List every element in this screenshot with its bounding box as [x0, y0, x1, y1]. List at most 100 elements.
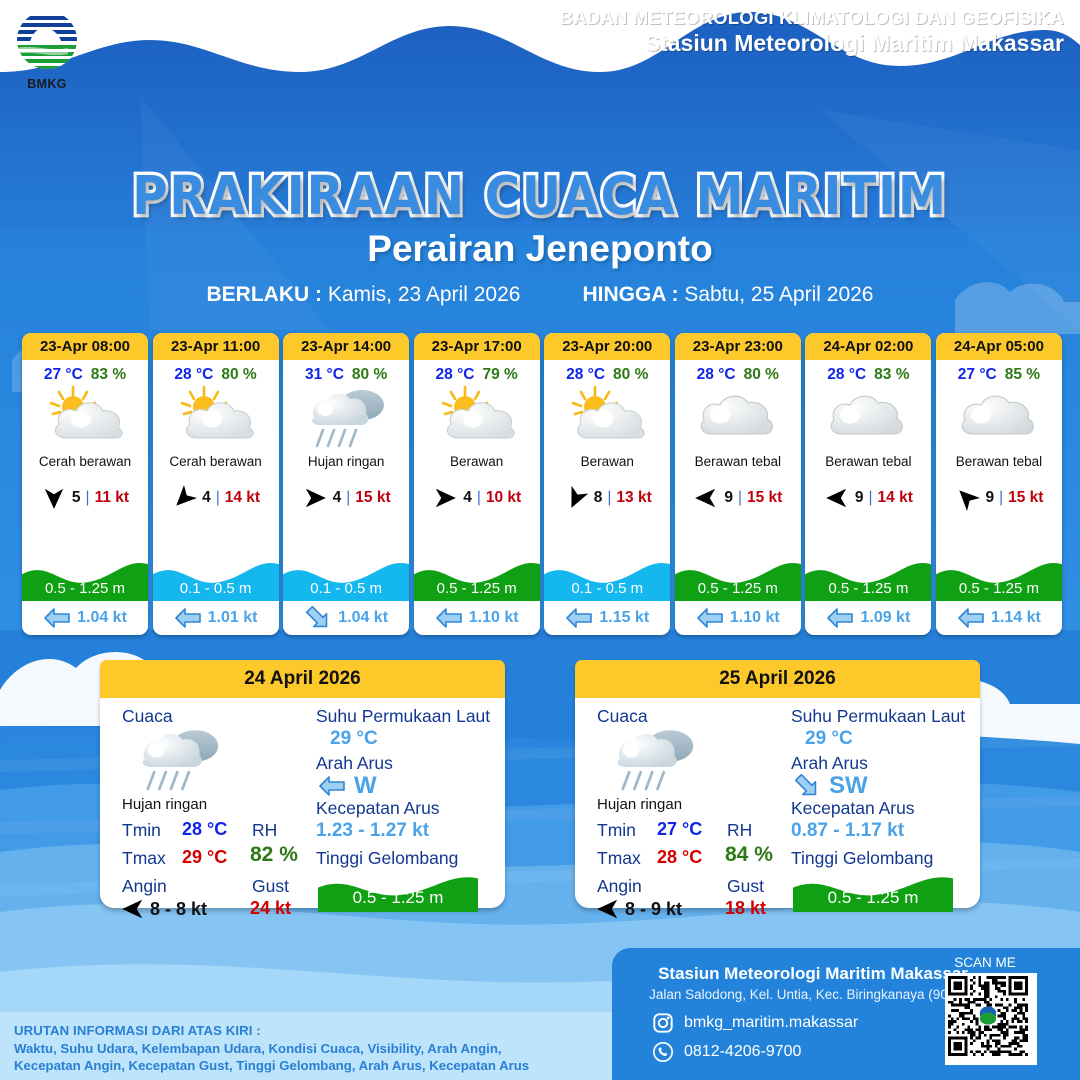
- agency-name: BADAN METEOROLOGI KLIMATOLOGI DAN GEOFIS…: [559, 7, 1064, 28]
- sun-cloud-icon: [571, 386, 646, 439]
- card-wave-height: 0.5 - 1.25 m: [935, 555, 1062, 601]
- wave-height-graphic: [674, 562, 801, 601]
- valid-to-value: Sabtu, 25 April 2026: [684, 283, 874, 306]
- daily-wave-graphic: 0.5 - 1.25 m: [793, 870, 953, 912]
- card-wave-value: 0.1 - 0.5 m: [310, 580, 382, 597]
- card-visibility: 4: [202, 489, 211, 506]
- card-wind-speed: 14 kt: [877, 489, 913, 506]
- card-temp-rh-row: 28 °C 79 %: [414, 360, 540, 386]
- card-wind-speed: 15 kt: [355, 489, 391, 506]
- daily-gust-label: Gust: [252, 876, 289, 896]
- sun-cloud-icon: [180, 386, 254, 439]
- daily-cuaca-label: Cuaca: [122, 706, 173, 726]
- card-wave-value: 0.5 - 1.25 m: [958, 580, 1039, 597]
- wave-height-graphic: [318, 877, 478, 912]
- card-weather-condition: Berawan tebal: [694, 454, 781, 469]
- daily-current-dir-row: SW: [793, 772, 868, 800]
- card-wind-speed: 15 kt: [1008, 489, 1044, 506]
- card-current-speed: 1.10 kt: [468, 609, 519, 626]
- bmkg-logo-caption: BMKG: [27, 77, 67, 91]
- wave-height-graphic: [793, 877, 953, 912]
- legend-line-1: URUTAN INFORMASI DARI ATAS KIRI :: [14, 1023, 261, 1038]
- card-current-row: 1.04 kt: [22, 601, 148, 635]
- daily-weather-icon: [605, 726, 702, 800]
- card-temp-rh-row: 27 °C 85 %: [936, 360, 1062, 386]
- sun-cloud-icon: [49, 386, 123, 439]
- wave-height-graphic: [152, 562, 279, 601]
- card-weather-icon: [544, 386, 670, 452]
- card-wave-value: 0.5 - 1.25 m: [44, 580, 126, 597]
- instagram-row[interactable]: bmkg_maritim.makassar: [652, 1012, 858, 1034]
- daily-sst-label: Suhu Permukaan Laut: [791, 706, 966, 726]
- header-text: BADAN METEOROLOGI KLIMATOLOGI DAN GEOFIS…: [559, 7, 1064, 56]
- wind-direction-arrow-right-icon: [305, 488, 326, 508]
- card-visibility: 9: [985, 489, 995, 506]
- card-time-header: 23-Apr 08:00: [22, 333, 148, 360]
- footer-address: Jalan Salodong, Kel. Untia, Kec. Biringk…: [649, 987, 975, 1002]
- wave-height-graphic: [22, 562, 148, 601]
- card-humidity: 80 %: [613, 366, 649, 383]
- current-direction-arrow-left-icon: [435, 608, 462, 628]
- daily-current-dir-label: Arah Arus: [791, 753, 868, 773]
- card-wind-speed: 11 kt: [94, 489, 130, 506]
- card-visibility: 8: [593, 489, 603, 506]
- card-wind-row: 4 | 15 kt: [283, 476, 409, 520]
- rain-icon: [142, 730, 219, 791]
- card-wave-height: 0.5 - 1.25 m: [22, 555, 148, 601]
- daily-rh-value: 84 %: [725, 843, 773, 866]
- daily-tmax-value: 28 °C: [657, 847, 703, 867]
- cloud-icon: [831, 395, 904, 435]
- hourly-forecast-card: 23-Apr 17:00 28 °C 79 % Berawan 4 | 10 k…: [413, 333, 540, 635]
- wind-direction-arrow-left-icon: [826, 488, 847, 508]
- card-weather-icon: [805, 386, 931, 452]
- daily-wave-label: Tinggi Gelombang: [316, 848, 459, 868]
- valid-from-label: BERLAKU :: [206, 283, 322, 306]
- wind-direction-arrow-downleft-icon: [176, 484, 198, 506]
- wave-height-graphic: [935, 562, 1062, 601]
- card-time-header: 24-Apr 05:00: [935, 333, 1062, 360]
- phone-number: 0812-4206-9700: [684, 1043, 802, 1060]
- card-current-speed: 1.01 kt: [207, 609, 258, 626]
- hourly-forecast-card: 23-Apr 14:00 31 °C 80 % Hujan ri: [283, 333, 410, 635]
- card-wave-value: 0.1 - 0.5 m: [571, 580, 644, 597]
- card-weather-icon: [22, 386, 148, 452]
- cloud-icon: [700, 395, 773, 435]
- card-wave-value: 0.5 - 1.25 m: [436, 580, 517, 597]
- hourly-forecast-card: 23-Apr 08:00 27 °C 83 % Cerah berawan 5 …: [22, 333, 148, 635]
- card-humidity: 85 %: [1004, 366, 1041, 383]
- card-humidity: 80 %: [221, 366, 257, 383]
- card-current-row: 1.10 kt: [414, 601, 540, 635]
- hourly-forecast-card: 23-Apr 20:00 28 °C 80 % Berawan 8 | 13 k…: [544, 333, 671, 635]
- card-wind-row: 4 | 14 kt: [153, 476, 279, 520]
- card-wind-row: 4 | 10 kt: [414, 476, 540, 520]
- card-current-speed: 1.09 kt: [860, 609, 911, 626]
- daily-gust-value: 18 kt: [725, 898, 767, 918]
- daily-current-speed-label: Kecepatan Arus: [791, 798, 915, 818]
- card-time-header: 23-Apr 20:00: [544, 333, 671, 360]
- phone-row[interactable]: 0812-4206-9700: [652, 1041, 801, 1063]
- card-temp-rh-row: 28 °C 80 %: [544, 360, 670, 386]
- daily-tmax-label: Tmax: [122, 848, 166, 868]
- card-wind-row: 9 | 15 kt: [936, 476, 1062, 520]
- card-temp-rh-row: 31 °C 80 %: [283, 360, 409, 386]
- card-time-header: 23-Apr 11:00: [152, 333, 279, 360]
- card-weather-condition: Berawan tebal: [825, 454, 912, 469]
- page-title: PRAKIRAAN CUACA MARITIM: [129, 161, 949, 230]
- daily-sst-label: Suhu Permukaan Laut: [316, 706, 491, 726]
- current-direction-arrow-left-icon: [827, 608, 854, 628]
- wind-direction-arrow-right-icon: [435, 488, 457, 508]
- valid-to-label: HINGGA :: [582, 283, 679, 306]
- daily-angin-label: Angin: [597, 876, 642, 896]
- daily-wave-graphic: 0.5 - 1.25 m: [318, 870, 478, 912]
- card-wind-row: 5 | 11 kt: [22, 476, 148, 520]
- card-weather-icon: [283, 386, 409, 452]
- card-temp-rh-row: 27 °C 83 %: [22, 360, 148, 386]
- daily-sst-value: 29 °C: [330, 728, 378, 749]
- daily-sst-value: 29 °C: [805, 728, 853, 749]
- daily-date-header: 25 April 2026: [575, 660, 980, 698]
- daily-date-header: 24 April 2026: [100, 660, 505, 698]
- qr-code-image: [948, 976, 1028, 1056]
- current-direction-arrow-left-icon: [697, 608, 723, 628]
- qr-code[interactable]: [945, 973, 1037, 1065]
- hourly-forecast-row: 23-Apr 08:00 27 °C 83 % Cerah berawan 5 …: [22, 333, 1062, 635]
